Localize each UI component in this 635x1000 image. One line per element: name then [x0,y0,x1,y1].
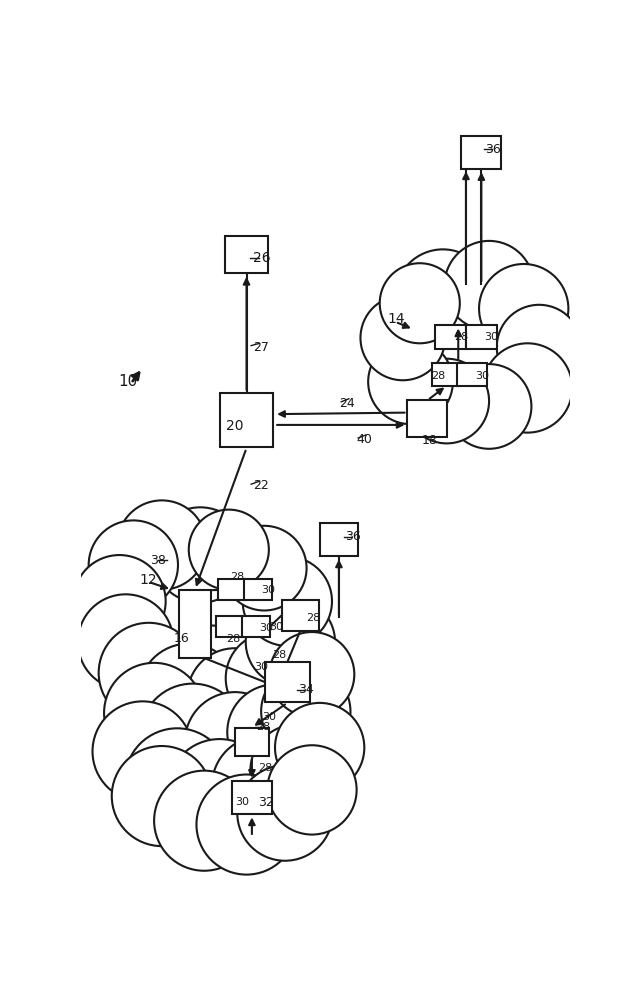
Circle shape [185,692,285,792]
Bar [319,523,358,556]
Text: 16: 16 [173,632,189,645]
Bar [232,781,272,814]
Text: 34: 34 [298,683,314,696]
Circle shape [117,500,206,590]
Text: 28: 28 [227,634,241,644]
Text: 14: 14 [387,312,405,326]
Circle shape [104,663,204,763]
Text: 30: 30 [261,585,275,595]
Circle shape [187,648,283,744]
Circle shape [446,364,531,449]
Circle shape [275,703,364,792]
Bar [235,728,269,756]
Circle shape [154,771,254,871]
Circle shape [497,305,582,389]
Circle shape [212,736,312,836]
Text: 38: 38 [150,554,166,567]
Bar [282,600,319,631]
Text: 28: 28 [231,572,244,582]
Bar [218,579,246,600]
Bar [435,325,466,349]
Circle shape [93,701,192,801]
Bar [432,363,462,386]
Text: 30: 30 [254,662,268,672]
Text: 30: 30 [269,622,283,632]
Circle shape [227,684,323,780]
Circle shape [261,667,351,756]
Circle shape [225,632,318,724]
Text: 10: 10 [118,374,137,389]
Circle shape [483,343,572,433]
Bar [179,590,211,658]
Text: 36: 36 [345,530,361,543]
Bar [457,363,487,386]
Text: 26: 26 [253,251,271,265]
Text: 30: 30 [235,797,249,807]
Text: 40: 40 [357,433,373,446]
Circle shape [73,555,166,647]
Text: 28: 28 [272,650,286,660]
Circle shape [140,684,245,788]
Text: 28: 28 [258,763,272,773]
Circle shape [479,264,568,353]
Bar [225,236,268,273]
Circle shape [395,249,491,345]
Bar [408,400,448,437]
Circle shape [138,644,239,744]
Bar [216,616,243,637]
Circle shape [444,241,534,330]
Circle shape [380,263,460,343]
Circle shape [246,597,335,687]
Bar [265,662,310,702]
Circle shape [125,728,230,833]
Text: 24: 24 [339,397,355,410]
Text: 36: 36 [485,143,501,156]
Text: 28: 28 [257,722,271,732]
Text: 20: 20 [227,419,244,433]
Circle shape [267,745,357,835]
Text: 30: 30 [259,623,273,633]
Bar [462,136,502,169]
Text: 28: 28 [431,371,446,381]
Circle shape [152,507,248,603]
Text: 18: 18 [421,434,437,447]
Circle shape [222,526,307,610]
Circle shape [404,359,489,443]
Circle shape [167,739,272,844]
Circle shape [243,557,332,646]
Text: 28: 28 [307,613,321,623]
Circle shape [361,296,445,380]
Text: 12: 12 [140,573,157,587]
Text: 28: 28 [453,332,468,342]
Text: 27: 27 [253,341,269,354]
Circle shape [189,510,269,590]
Bar [466,325,497,349]
Text: 30: 30 [485,332,498,342]
Circle shape [89,520,178,610]
Bar [242,616,270,637]
Circle shape [237,765,333,861]
Text: 30: 30 [475,371,489,381]
Circle shape [250,724,343,817]
Circle shape [196,774,297,875]
Circle shape [368,339,453,424]
Circle shape [78,594,173,690]
Text: 30: 30 [262,712,276,722]
Circle shape [112,746,212,846]
Circle shape [98,623,199,723]
Circle shape [270,632,354,717]
Text: 22: 22 [253,479,269,492]
Text: 32: 32 [258,796,274,809]
Bar [244,579,272,600]
Bar [220,393,274,447]
